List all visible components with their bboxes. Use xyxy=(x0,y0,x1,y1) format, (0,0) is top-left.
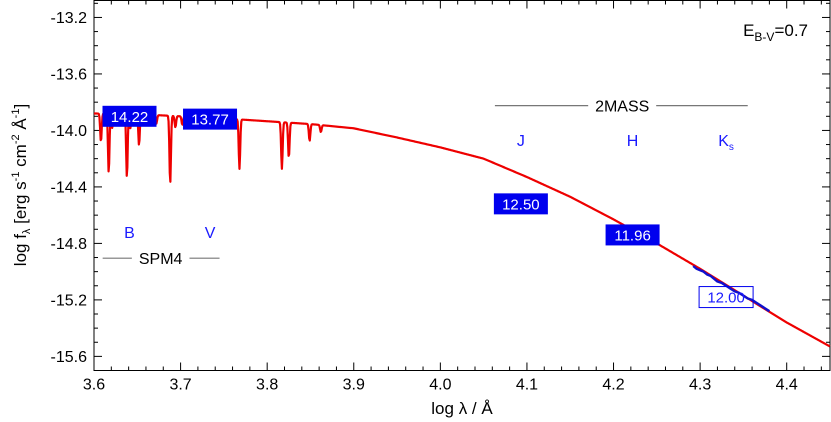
y-tick-label: -15.6 xyxy=(51,349,88,366)
band-label: H xyxy=(627,133,639,150)
y-tick-label: -13.6 xyxy=(51,66,88,83)
photometry-point: 12.00 xyxy=(698,286,754,309)
photometry-magnitude: 13.77 xyxy=(191,112,229,129)
plot-frame xyxy=(93,0,831,371)
y-tick-label: -13.2 xyxy=(51,10,88,27)
photometry-box xyxy=(183,108,238,130)
photometry-box xyxy=(493,193,548,215)
y-tick-label: -14.8 xyxy=(51,236,88,253)
band-subscript: s xyxy=(729,142,734,153)
y-tick-label: -14.4 xyxy=(51,179,88,196)
photometry-box xyxy=(102,105,157,127)
photometry-magnitude: 12.50 xyxy=(502,196,540,213)
x-tick-label: 3.7 xyxy=(169,377,191,394)
band-label: V xyxy=(205,225,216,242)
photometry-magnitude: 11.96 xyxy=(614,227,650,244)
x-tick-label: 4.4 xyxy=(776,377,798,394)
x-tick-label: 4.0 xyxy=(429,377,451,394)
band-label: B xyxy=(124,225,135,242)
filter-groups: SPM4 2MASS xyxy=(102,99,748,268)
photometry-magnitude: 12.00 xyxy=(707,290,745,307)
x-tick-label: 3.9 xyxy=(343,377,365,394)
photometry-point: 11.96 xyxy=(605,224,660,246)
y-axis-title: log fλ [erg s-1 cm-2 Å-1] xyxy=(10,104,33,266)
photometry-point: 13.77 xyxy=(183,108,238,130)
photometry-point: 12.50 xyxy=(493,193,548,215)
band-label: Ks xyxy=(718,133,734,153)
x-tick-label: 4.3 xyxy=(689,377,711,394)
x-axis: 3.6 3.7 3.8 3.9 4.0 4.1 4.2 4.3 4.4 xyxy=(83,0,822,394)
x-tick-label: 3.8 xyxy=(256,377,278,394)
photometry-point: 14.22 xyxy=(102,105,157,127)
ebv-annotation: EB-V=0.7 xyxy=(743,21,808,44)
x-tick-label: 4.1 xyxy=(516,377,538,394)
photometry-markers: 14.22 13.77 12.50 11.96 12.00 xyxy=(102,105,754,309)
band-label: J xyxy=(517,133,525,150)
group-label: SPM4 xyxy=(139,251,183,268)
x-axis-title: log λ / Å xyxy=(431,399,493,418)
y-tick-label: -15.2 xyxy=(51,292,88,309)
photometry-box xyxy=(605,224,660,246)
photometry-box xyxy=(698,286,754,309)
y-axis: -13.2 -13.6 -14.0 -14.4 -14.8 -15.2 -15.6 xyxy=(51,2,830,371)
x-tick-label: 3.6 xyxy=(83,377,105,394)
x-tick-label: 4.2 xyxy=(602,377,624,394)
group-label: 2MASS xyxy=(595,99,649,116)
y-tick-label: -14.0 xyxy=(51,123,88,140)
photometry-magnitude: 14.22 xyxy=(111,109,149,126)
observed-spectrum-line xyxy=(692,265,771,313)
